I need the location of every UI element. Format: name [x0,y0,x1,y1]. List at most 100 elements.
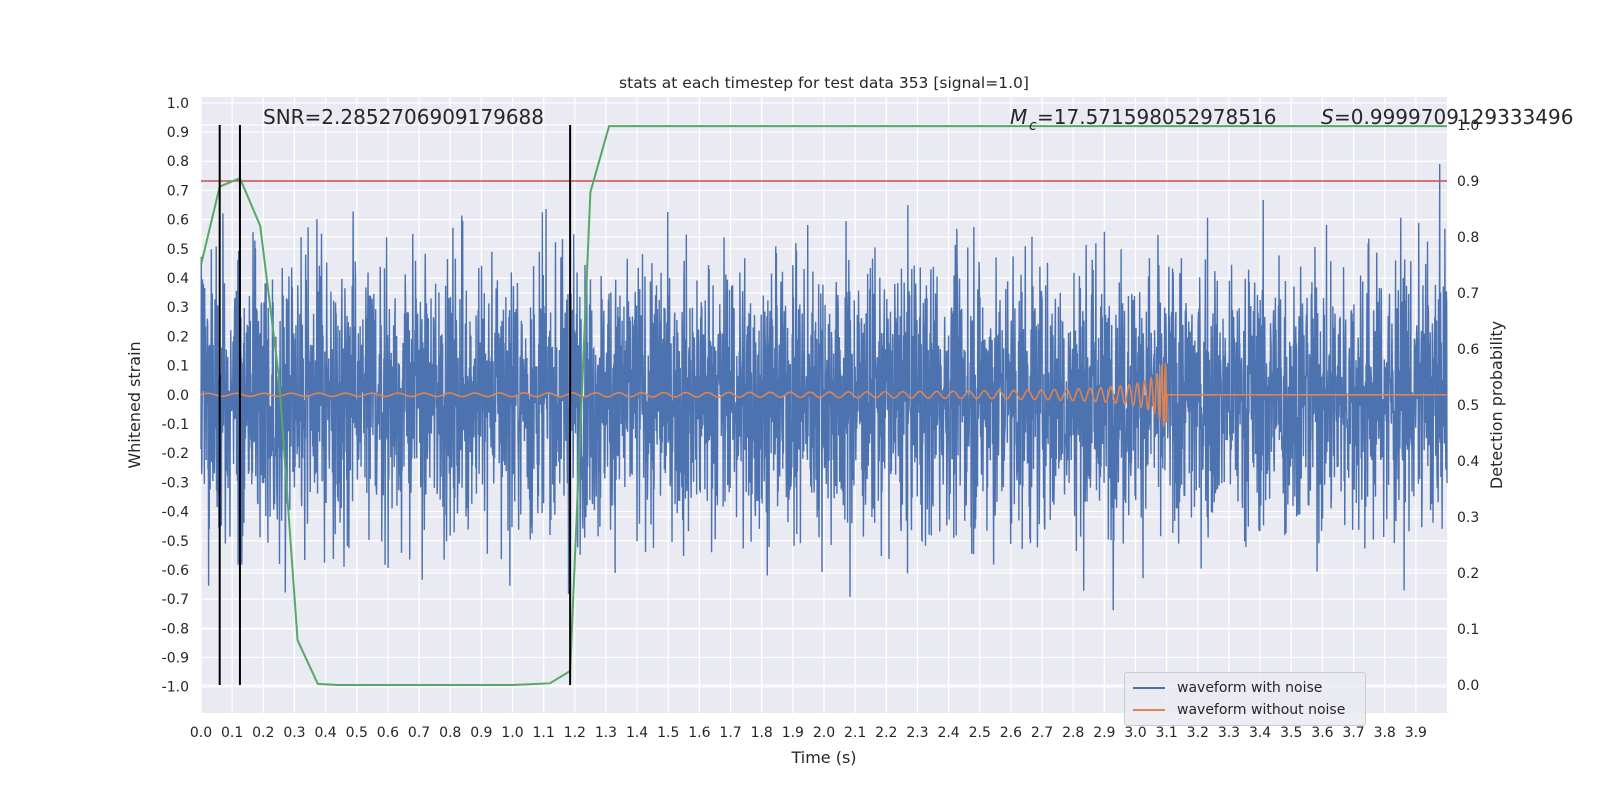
y-axis-label-left: Whitened strain [125,341,144,468]
y-tick-label-left: 0.0 [167,388,189,404]
x-tick-label: 2.2 [875,725,897,741]
y-tick-label-right: 0.9 [1457,174,1479,190]
x-tick-label: 1.8 [751,725,773,741]
x-tick-label: 0.9 [470,725,492,741]
x-tick-label: 2.8 [1062,725,1084,741]
s-symbol: S [1321,105,1334,129]
x-tick-label: 3.0 [1124,725,1146,741]
x-tick-label: 3.7 [1342,725,1364,741]
y-tick-label-right: 0.7 [1457,286,1479,302]
y-tick-label-left: -0.5 [162,534,189,550]
x-tick-label: 0.2 [252,725,274,741]
mc-symbol: M [1010,105,1027,129]
y-tick-label-left: 1.0 [167,96,189,112]
y-tick-label-left: 0.6 [167,213,189,229]
y-tick-label-left: 0.4 [167,271,189,287]
x-tick-label: 1.6 [688,725,710,741]
y-tick-label-right: 0.8 [1457,230,1479,246]
x-tick-label: 2.6 [1000,725,1022,741]
chart-title: stats at each timestep for test data 353… [619,74,1029,92]
legend-swatch-clean [1133,709,1165,711]
y-tick-labels-left: 1.0 0.9 0.8 0.7 0.6 0.5 0.4 0.3 0.2 0.1 0.0 -0.1 -0.… [162,96,189,696]
y-tick-labels-right: 1.0 0.9 0.8 0.7 0.6 0.5 0.4 0.3 0.2 0.1 0.0 [1457,118,1479,694]
x-tick-label: 3.9 [1405,725,1427,741]
clean-waveform-line [200,363,1447,427]
x-tick-label: 3.6 [1311,725,1333,741]
y-tick-label-left: -0.8 [162,621,189,637]
y-tick-label-right: 0.0 [1457,678,1479,694]
x-tick-label: 2.4 [937,725,959,741]
y-axis-label-right: Detection probability [1487,321,1506,489]
legend-label-clean: waveform without noise [1177,702,1346,718]
y-tick-label-right: 0.2 [1457,566,1479,582]
x-tick-label: 1.2 [564,725,586,741]
y-tick-label-left: 0.2 [167,329,189,345]
x-tick-label: 0.6 [377,725,399,741]
x-tick-label: 0.7 [408,725,430,741]
y-tick-label-right: 0.5 [1457,398,1479,414]
y-tick-label-left: 0.1 [167,359,189,375]
y-tick-label-left: -0.4 [162,505,189,521]
x-tick-label: 2.0 [813,725,835,741]
x-tick-label: 1.1 [533,725,555,741]
y-tick-label-left: 0.3 [167,300,189,316]
y-tick-label-left: -0.7 [162,592,189,608]
x-tick-label: 1.7 [719,725,741,741]
x-tick-label: 3.3 [1218,725,1240,741]
s-annotation: S =0.9999709129333496 [1321,105,1573,129]
x-tick-label: 3.8 [1374,725,1396,741]
x-tick-label: 2.3 [906,725,928,741]
y-tick-label-left: 0.8 [167,154,189,170]
legend-item-noise: waveform with noise [1133,678,1322,698]
s-value: =0.9999709129333496 [1334,105,1573,129]
x-tick-label: 3.5 [1280,725,1302,741]
x-tick-label: 0.8 [439,725,461,741]
series-waveform-with-noise [200,164,1448,611]
y-tick-label-left: 0.7 [167,183,189,199]
x-tick-label: 1.3 [595,725,617,741]
y-tick-label-right: 0.6 [1457,342,1479,358]
x-tick-label: 2.5 [969,725,991,741]
detection-probability-line [200,125,1447,686]
y-tick-label-left: -0.6 [162,563,189,579]
x-tick-label: 1.5 [657,725,679,741]
y-tick-label-left: -0.1 [162,417,189,433]
x-tick-label: 3.4 [1249,725,1271,741]
x-tick-label: 1.9 [782,725,804,741]
y-tick-label-left: 0.5 [167,242,189,258]
y-tick-label-right: 0.3 [1457,510,1479,526]
vertical-markers [218,125,572,685]
y-tick-label-right: 0.4 [1457,454,1479,470]
mc-subscript: c [1029,118,1037,134]
mc-annotation: M c =17.571598052978516 [1010,105,1276,134]
mc-value: =17.571598052978516 [1037,105,1276,129]
x-tick-label: 2.7 [1031,725,1053,741]
y-tick-label-left: -0.3 [162,475,189,491]
x-tick-label: 0.3 [283,725,305,741]
x-tick-label: 0.5 [346,725,368,741]
y-tick-label-right: 1.0 [1457,118,1479,134]
y-tick-label-right: 0.1 [1457,622,1479,638]
x-tick-label: 3.2 [1187,725,1209,741]
y-tick-label-left: 0.9 [167,125,189,141]
x-tick-label: 1.4 [626,725,648,741]
x-tick-label: 2.1 [844,725,866,741]
series-detection-probability [200,125,1447,686]
x-tick-label: 0.1 [221,725,243,741]
snr-annotation: SNR=2.2852706909179688 [263,105,544,129]
legend-label-noise: waveform with noise [1177,680,1323,696]
y-tick-label-left: -0.9 [162,651,189,667]
x-tick-labels: 0.0 0.1 0.2 0.3 0.4 0.5 0.6 0.7 0.8 0.9 1.0 1.1 1.2 1… [190,725,1427,741]
y-tick-label-left: -1.0 [162,680,189,696]
x-tick-label: 0.0 [190,725,212,741]
legend-swatch-noise [1133,687,1165,689]
x-tick-label: 0.4 [314,725,336,741]
x-tick-label: 2.9 [1093,725,1115,741]
legend-item-clean: waveform without noise [1133,700,1345,720]
noise-waveform-line [200,164,1448,611]
x-tick-label: 1.0 [501,725,523,741]
y-tick-label-left: -0.2 [162,446,189,462]
x-tick-label: 3.1 [1156,725,1178,741]
series-waveform-without-noise [200,363,1447,427]
